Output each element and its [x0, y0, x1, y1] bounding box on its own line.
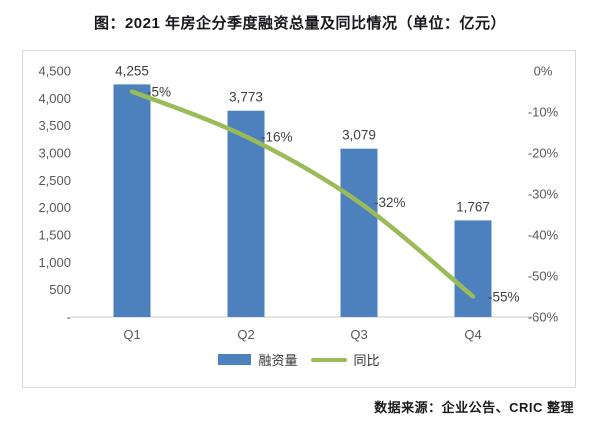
- svg-text:3,079: 3,079: [342, 128, 376, 143]
- svg-text:1,767: 1,767: [456, 199, 490, 214]
- svg-text:500: 500: [49, 282, 71, 297]
- svg-text:-5%: -5%: [147, 85, 171, 100]
- svg-text:-55%: -55%: [488, 290, 520, 305]
- legend-bar-label: 融资量: [258, 353, 298, 368]
- svg-text:-30%: -30%: [528, 187, 559, 202]
- svg-text:3,000: 3,000: [38, 146, 71, 161]
- svg-text:Q1: Q1: [123, 327, 140, 342]
- figure-title: 图：2021 年房企分季度融资总量及同比情况（单位：亿元）: [93, 15, 507, 32]
- bar-Q1: [113, 84, 151, 317]
- svg-text:-16%: -16%: [261, 130, 293, 145]
- legend-line-swatch: [310, 357, 347, 362]
- svg-text:4,000: 4,000: [38, 91, 71, 106]
- bar-Q4: [454, 220, 492, 317]
- svg-text:-10%: -10%: [528, 105, 559, 120]
- chart-area: 4,500 4,000 3,500 3,000 2,500 2,000 1,500 1,000…: [22, 50, 576, 388]
- svg-text:4,255: 4,255: [115, 63, 149, 78]
- svg-text:1,500: 1,500: [38, 228, 71, 243]
- svg-text:-60%: -60%: [528, 310, 559, 325]
- svg-text:Q4: Q4: [464, 327, 481, 342]
- svg-text:-50%: -50%: [528, 269, 559, 284]
- svg-text:-20%: -20%: [528, 146, 559, 161]
- svg-text:0%: 0%: [534, 64, 553, 79]
- svg-text:3,500: 3,500: [38, 118, 71, 133]
- svg-text:-32%: -32%: [374, 195, 406, 210]
- yoy-line: [129, 89, 476, 299]
- data-source-note: 数据来源：企业公告、CRIC 整理: [374, 400, 574, 415]
- svg-text:1,000: 1,000: [38, 255, 71, 270]
- svg-text:3,773: 3,773: [229, 90, 263, 105]
- svg-text:-: -: [67, 310, 71, 325]
- svg-text:Q2: Q2: [237, 327, 254, 342]
- combo-chart: 4,500 4,000 3,500 3,000 2,500 2,000 1,500 1,000…: [38, 63, 559, 342]
- svg-text:2,500: 2,500: [38, 173, 71, 188]
- legend-bar-swatch: [218, 354, 252, 365]
- bar-Q3: [340, 148, 378, 317]
- legend-line-label: 同比: [353, 353, 380, 368]
- svg-text:-40%: -40%: [528, 228, 559, 243]
- svg-text:Q3: Q3: [350, 327, 367, 342]
- svg-text:2,000: 2,000: [38, 200, 71, 215]
- svg-text:4,500: 4,500: [38, 64, 71, 79]
- chart-legend: 融资量 同比: [23, 350, 575, 369]
